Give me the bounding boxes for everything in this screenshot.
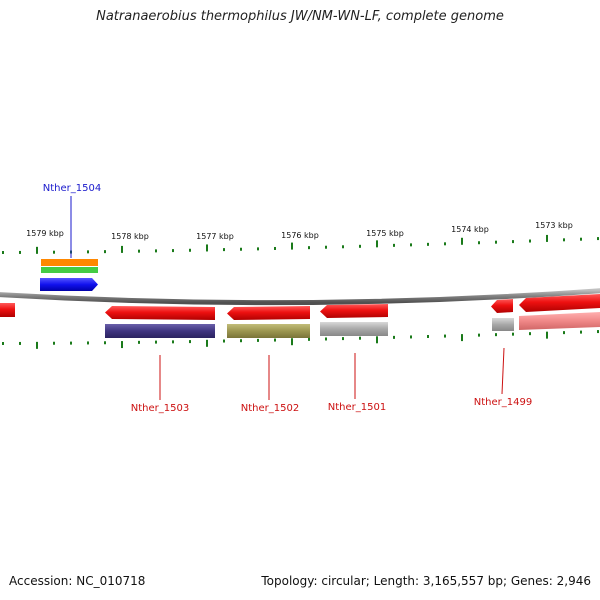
scale-label: 1578 kbp (111, 232, 149, 241)
feature-olive[interactable] (227, 324, 310, 338)
cds-arrow-reverse[interactable] (491, 299, 513, 313)
cds-arrow-reverse[interactable] (519, 294, 600, 312)
scale-ticks-lower (2, 330, 599, 349)
genome-summary-text: Topology: circular; Length: 3,165,557 bp… (261, 574, 591, 588)
feature-navy[interactable] (105, 324, 215, 338)
feature-pink[interactable] (519, 312, 600, 330)
scale-label: 1577 kbp (196, 232, 234, 241)
gene-label-reverse[interactable]: Nther_1502 (241, 403, 299, 414)
gene-label-reverse[interactable]: Nther_1503 (131, 403, 189, 414)
feature-grey[interactable] (492, 318, 514, 331)
forward-features: Nther_1504 (40, 183, 101, 291)
scale-label: 1576 kbp (281, 231, 319, 240)
feature-green[interactable] (41, 267, 98, 273)
accession-text: Accession: NC_010718 (9, 574, 146, 588)
gene-label-leader (501, 347, 505, 395)
scale-label: 1579 kbp (26, 229, 64, 238)
feature-grey[interactable] (320, 322, 388, 336)
gene-label-reverse[interactable]: Nther_1501 (328, 402, 386, 413)
reverse-features: Nther_1503 Nther_1502 Nther_1501 Nther_1… (0, 294, 600, 414)
scale-labels: 1579 kbp 1578 kbp 1577 kbp 1576 kbp 1575… (26, 221, 573, 241)
cds-arrow-reverse[interactable] (320, 304, 388, 318)
cds-arrow-reverse[interactable] (227, 306, 310, 320)
cds-arrow-reverse[interactable] (105, 306, 215, 320)
genome-backbone (0, 288, 600, 306)
gene-label-reverse[interactable]: Nther_1499 (474, 397, 532, 408)
scale-label: 1574 kbp (451, 225, 489, 234)
map-title: Natranaerobius thermophilus JW/NM-WN-LF,… (96, 9, 504, 24)
scale-label: 1573 kbp (535, 221, 573, 230)
cds-arrow-reverse[interactable] (0, 303, 15, 317)
scale-label: 1575 kbp (366, 229, 404, 238)
feature-orange[interactable] (41, 259, 98, 266)
gene-label-forward[interactable]: Nther_1504 (43, 183, 101, 194)
cds-arrow-forward[interactable] (40, 278, 98, 291)
scale-ticks-upper (2, 234, 599, 254)
